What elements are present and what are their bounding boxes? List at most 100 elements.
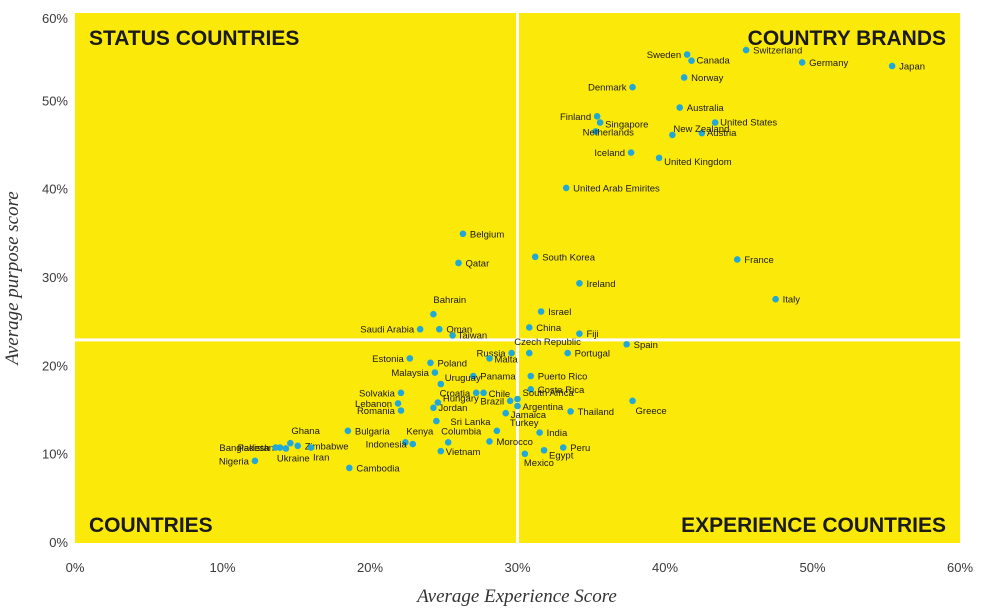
data-point <box>486 355 493 362</box>
point-label: Panama <box>480 372 516 383</box>
point-label: Norway <box>691 73 723 84</box>
data-point <box>627 149 635 156</box>
data-point <box>506 397 514 405</box>
point-label: Malaysia <box>391 368 429 379</box>
point-label: China <box>536 323 562 334</box>
point-label: Malta <box>494 354 518 365</box>
y-tick-label: 0% <box>49 535 68 550</box>
data-point <box>676 104 684 111</box>
data-point <box>431 369 439 376</box>
data-point <box>508 349 515 357</box>
point-label: Chile <box>489 389 511 400</box>
data-point <box>397 389 405 397</box>
point-label: Singapore <box>605 120 648 131</box>
point-label: Austria <box>707 128 737 139</box>
point-label: Zimbabwe <box>305 441 349 452</box>
point-label: Thailand <box>578 407 614 418</box>
data-point <box>521 450 529 458</box>
y-tick-label: 50% <box>42 93 68 108</box>
y-tick-label: 30% <box>42 270 68 285</box>
point-label: Israel <box>548 307 571 318</box>
point-label: Oman <box>446 325 472 336</box>
data-point <box>480 389 487 397</box>
point-label: Mexico <box>524 458 554 469</box>
data-point <box>397 407 405 414</box>
data-point <box>294 442 302 450</box>
data-point <box>472 389 480 397</box>
point-label: Qatar <box>466 258 490 269</box>
point-label: Egypt <box>549 450 574 461</box>
data-point <box>427 359 434 367</box>
point-label: Taiwan <box>458 330 488 341</box>
data-point <box>430 310 437 318</box>
data-point <box>623 340 630 348</box>
x-tick-label: 40% <box>652 560 678 575</box>
point-label: Pakistan <box>238 443 274 454</box>
y-tick-label: 20% <box>42 358 68 373</box>
data-point <box>537 308 545 315</box>
data-point <box>733 256 741 263</box>
point-label: Vietnam <box>446 447 481 458</box>
point-label: Sweden <box>647 50 681 61</box>
data-point <box>562 184 570 192</box>
x-tick-label: 10% <box>209 560 235 575</box>
point-label: Turkey <box>510 418 539 429</box>
point-label: Poland <box>437 358 467 369</box>
point-label: Peru <box>570 443 590 454</box>
quadrant-label-bottom-left: COUNTRIES <box>89 514 213 537</box>
point-label: Ireland <box>586 279 615 290</box>
data-point <box>406 355 414 362</box>
data-point <box>402 439 409 446</box>
data-point <box>416 325 424 333</box>
x-tick-label: 50% <box>799 560 825 575</box>
x-axis-ticks: 0% 10% 20% 30% 40% 50% 60% <box>66 560 974 575</box>
data-point <box>307 444 315 451</box>
point-label: Lebanon <box>355 399 392 410</box>
data-point <box>526 349 533 357</box>
quadrant-label-top-left: STATUS COUNTRIES <box>89 27 299 50</box>
point-label: India <box>547 428 568 439</box>
point-label: Greece <box>636 406 667 417</box>
data-point <box>772 295 779 303</box>
point-label: Fiji <box>586 329 598 340</box>
point-label: Switzerland <box>753 46 802 57</box>
data-point <box>559 444 567 451</box>
data-point <box>683 51 691 58</box>
point-label: Romania <box>357 406 396 417</box>
y-tick-label: 40% <box>42 182 68 197</box>
data-point <box>567 408 574 415</box>
point-label: United Kingdom <box>664 157 732 168</box>
point-label: Solvakia <box>359 388 396 399</box>
point-label: South Korea <box>542 252 596 263</box>
data-point <box>434 399 442 406</box>
data-point <box>655 154 663 162</box>
data-point <box>527 386 535 393</box>
y-axis-title: Average purpose score <box>2 191 23 366</box>
data-point <box>251 457 259 465</box>
point-label: Kenya <box>406 426 434 437</box>
data-point <box>711 119 719 126</box>
data-point <box>469 372 477 380</box>
data-point <box>576 280 583 287</box>
data-point <box>514 402 521 410</box>
point-label: South Africa <box>523 388 575 399</box>
y-axis-ticks: 0% 10% 20% 30% 40% 50% 60% <box>42 11 68 550</box>
data-point <box>888 62 896 70</box>
data-point <box>272 444 279 451</box>
data-point <box>514 395 521 403</box>
x-tick-label: 20% <box>357 560 383 575</box>
quadrant-label-top-right: COUNTRY BRANDS <box>748 27 946 50</box>
data-point <box>629 83 636 91</box>
point-label: Australia <box>687 103 725 114</box>
data-point <box>444 439 452 446</box>
point-label: Canada <box>697 56 731 67</box>
point-label: Uruguay <box>445 373 481 384</box>
data-point <box>742 46 750 54</box>
point-label: Italy <box>783 295 801 306</box>
point-label: Bangladesh <box>219 443 269 454</box>
data-point <box>436 325 443 333</box>
data-point <box>564 349 571 357</box>
point-label: Ukraine <box>277 453 310 464</box>
data-point <box>459 230 467 238</box>
